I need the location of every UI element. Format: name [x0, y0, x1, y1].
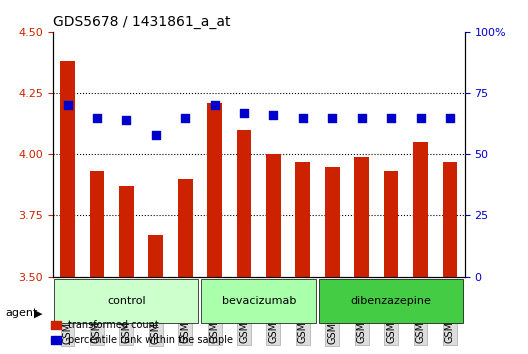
Point: [240, 110, 248, 115]
Point: [181, 115, 190, 120]
Point: [387, 115, 395, 120]
Bar: [207, 103, 222, 354]
Text: dibenzazepine: dibenzazepine: [351, 296, 431, 306]
Point: [299, 115, 307, 120]
Point: [63, 103, 72, 108]
Bar: [178, 179, 193, 354]
Bar: [413, 142, 428, 354]
Bar: [148, 235, 163, 354]
Point: [328, 115, 336, 120]
Text: bevacizumab: bevacizumab: [222, 296, 296, 306]
Bar: [237, 130, 251, 354]
Point: [357, 115, 366, 120]
Legend: transformed count, percentile rank within the sample: transformed count, percentile rank withi…: [47, 316, 238, 349]
Bar: [296, 162, 310, 354]
Point: [122, 117, 130, 123]
Bar: [90, 171, 105, 354]
Point: [416, 115, 425, 120]
Bar: [384, 171, 399, 354]
Point: [446, 115, 454, 120]
Text: control: control: [107, 296, 146, 306]
Point: [152, 132, 160, 138]
Text: ▶: ▶: [34, 308, 43, 318]
FancyBboxPatch shape: [319, 279, 463, 323]
Text: GDS5678 / 1431861_a_at: GDS5678 / 1431861_a_at: [53, 16, 230, 29]
Bar: [442, 162, 457, 354]
Bar: [60, 61, 75, 354]
Point: [269, 112, 278, 118]
Text: agent: agent: [5, 308, 37, 318]
Bar: [354, 157, 369, 354]
Point: [210, 103, 219, 108]
Bar: [266, 154, 281, 354]
FancyBboxPatch shape: [201, 279, 316, 323]
Bar: [119, 186, 134, 354]
Point: [93, 115, 101, 120]
FancyBboxPatch shape: [54, 279, 199, 323]
Bar: [325, 166, 340, 354]
